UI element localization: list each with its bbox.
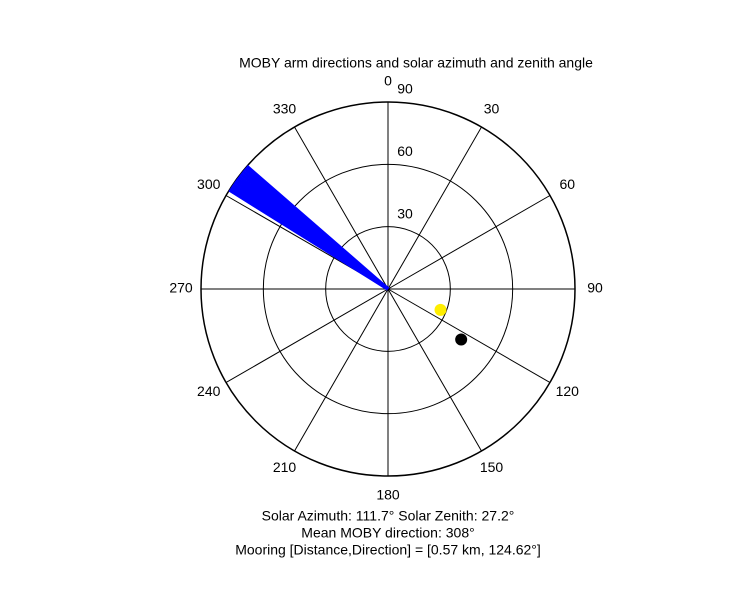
annotation: Mooring [Distance,Direction] = [0.57 km,… bbox=[235, 542, 541, 558]
angle-tick-label: 270 bbox=[169, 280, 193, 296]
r-tick-label: 90 bbox=[397, 81, 413, 97]
angle-tick-label: 30 bbox=[484, 100, 500, 116]
angle-tick-label: 210 bbox=[273, 459, 297, 475]
angle-tick-label: 0 bbox=[384, 73, 392, 89]
spoke bbox=[387, 288, 551, 383]
annotation: Mean MOBY direction: 308° bbox=[301, 525, 474, 541]
r-tick-label: 30 bbox=[397, 205, 413, 221]
chart-title: MOBY arm directions and solar azimuth an… bbox=[239, 55, 593, 71]
spoke bbox=[294, 288, 389, 452]
spoke bbox=[387, 126, 482, 290]
angle-tick-label: 300 bbox=[197, 176, 221, 192]
angle-tick-label: 180 bbox=[376, 487, 400, 503]
spoke bbox=[294, 126, 389, 290]
angle-tick-label: 240 bbox=[197, 383, 221, 399]
mooring-marker bbox=[455, 333, 468, 346]
annotation: Solar Azimuth: 111.7° Solar Zenith: 27.2… bbox=[262, 508, 515, 524]
arm-direction bbox=[245, 164, 390, 291]
spoke bbox=[387, 195, 551, 290]
spoke bbox=[387, 288, 482, 452]
r-tick-label: 60 bbox=[397, 143, 413, 159]
angle-tick-label: 150 bbox=[480, 459, 504, 475]
angle-tick-label: 90 bbox=[587, 280, 603, 296]
angle-tick-label: 60 bbox=[559, 176, 575, 192]
spoke bbox=[225, 288, 389, 383]
sun-marker bbox=[434, 303, 447, 316]
angle-tick-label: 120 bbox=[556, 383, 580, 399]
angle-tick-label: 330 bbox=[273, 100, 297, 116]
